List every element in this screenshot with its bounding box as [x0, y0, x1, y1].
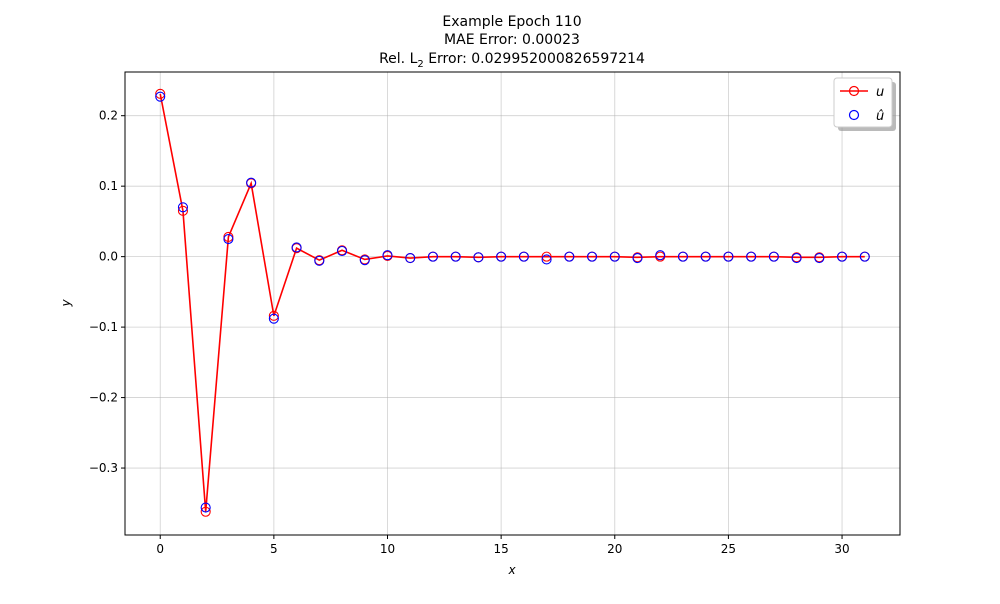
- series-uhat-point: [632, 252, 643, 264]
- series-uhat-point: [746, 251, 757, 262]
- grid-layer: [125, 72, 900, 535]
- x-axis-label: x: [507, 563, 516, 577]
- series-uhat-point: [723, 251, 734, 262]
- y-tick-label: −0.1: [89, 320, 118, 334]
- series-uhat-point: [655, 250, 666, 261]
- series-uhat-point: [473, 252, 484, 263]
- chart-title-error-value: Error: 0.029952000826597214: [424, 51, 645, 67]
- series-uhat-point: [382, 250, 393, 261]
- series-uhat-point: [405, 252, 416, 264]
- chart-title-line-3: Rel. L2 Error: 0.029952000826597214: [379, 51, 645, 70]
- series-u-point: [200, 506, 211, 517]
- chart-title-rel-prefix: Rel. L: [379, 51, 418, 67]
- x-tick-label: 5: [270, 542, 278, 556]
- series-uhat-point: [586, 251, 598, 262]
- series-uhat-point: [155, 91, 166, 102]
- series-uhat-point: [609, 251, 620, 262]
- chart-title-line-2: MAE Error: 0.00023: [444, 32, 580, 48]
- series-uhat-point: [518, 251, 529, 262]
- x-tick-label: 15: [493, 542, 508, 556]
- legend-u-marker: [848, 85, 860, 97]
- series-uhat-point: [700, 251, 711, 262]
- series-uhat-point: [223, 233, 234, 245]
- tick-layer: 0 5 10 15 20 25 30 −0.3 −0.2 −0.1 0.0 0.1 0.2: [89, 109, 850, 556]
- x-tick-label: 25: [721, 542, 736, 556]
- y-tick-label: 0.0: [99, 250, 118, 264]
- series-uhat-point: [336, 245, 348, 257]
- plot-frame: [124, 71, 901, 536]
- y-tick-label: −0.3: [89, 461, 118, 475]
- y-axis-label: y: [59, 299, 73, 308]
- series-uhat-point: [359, 255, 370, 266]
- series-uhat-point: [427, 251, 439, 262]
- legend: u û: [833, 77, 896, 131]
- series-uhat-point: [859, 251, 870, 262]
- series-uhat-point: [200, 502, 211, 513]
- chart-title-subscript: 2: [417, 59, 423, 70]
- x-tick-label: 10: [380, 542, 395, 556]
- series-uhat-point: [450, 251, 461, 262]
- series-u-point: [541, 251, 552, 262]
- series-u-line: [159, 93, 865, 512]
- series-u-point: [268, 310, 279, 321]
- series-uhat-point: [836, 251, 848, 262]
- series-uhat-point: [677, 251, 689, 262]
- series-uhat-point: [291, 242, 302, 253]
- series-u-point: [155, 88, 166, 99]
- series-uhat-point: [496, 251, 507, 262]
- legend-u-label: u: [876, 85, 884, 100]
- legend-uhat-label: û: [876, 109, 884, 124]
- series-uhat-point: [177, 202, 189, 213]
- series-uhat-point: [541, 254, 552, 265]
- series-layer: [155, 88, 870, 517]
- series-uhat-point: [246, 177, 257, 188]
- x-tick-label: 20: [607, 542, 622, 556]
- series-uhat-point: [268, 313, 279, 324]
- series-uhat-point: [564, 251, 575, 262]
- series-uhat-point: [791, 252, 802, 264]
- y-tick-label: −0.2: [89, 391, 118, 405]
- legend-uhat-marker: [848, 109, 860, 121]
- y-tick-label: 0.1: [99, 179, 118, 193]
- series-uhat-point: [768, 251, 779, 262]
- chart-title-line-1: Example Epoch 110: [442, 14, 581, 30]
- y-tick-label: 0.2: [99, 109, 118, 123]
- series-uhat-point: [314, 255, 325, 266]
- series-u-point: [177, 205, 189, 216]
- x-tick-label: 30: [834, 542, 849, 556]
- series-uhat-point: [814, 252, 825, 264]
- x-tick-label: 0: [156, 542, 164, 556]
